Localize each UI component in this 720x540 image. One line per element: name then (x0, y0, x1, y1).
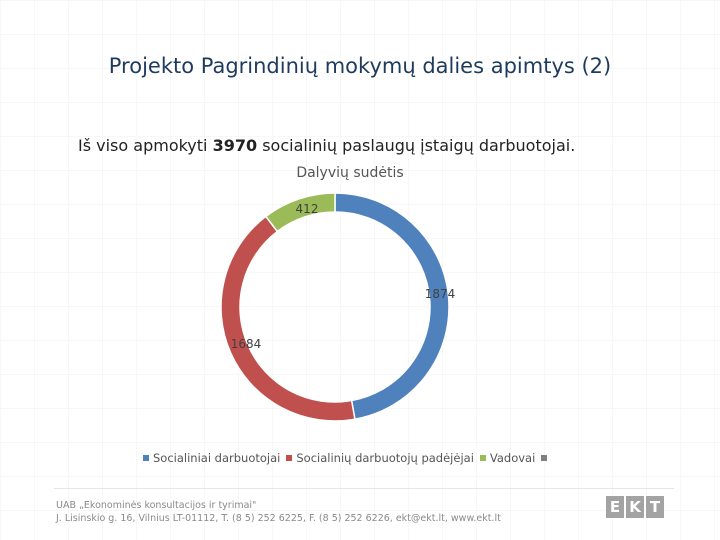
legend-item-socialiniai: Socialiniai darbuotojai (143, 451, 280, 465)
footer-divider (54, 488, 674, 489)
data-label-0: 1874 (425, 287, 456, 301)
logo-letter-k: K (626, 496, 644, 518)
legend-item-vadovai: Vadovai (479, 451, 536, 465)
logo-letter-t: T (646, 496, 664, 518)
legend-swatch-empty (541, 455, 548, 461)
lead-prefix: Iš viso apmokyti (78, 136, 213, 155)
data-label-2: 412 (296, 202, 319, 216)
lead-suffix: socialinių paslaugų įstaigų darbuotojai. (257, 136, 576, 155)
donut-slice-2 (264, 192, 336, 233)
ekt-logo: E K T (604, 496, 664, 518)
donut-slice-1 (220, 215, 356, 422)
legend-label-padejejai: Socialinių darbuotojų padėjėjai (296, 451, 474, 465)
data-label-1: 1684 (231, 337, 262, 351)
legend-label-socialiniai: Socialiniai darbuotojai (153, 451, 281, 465)
legend-label-vadovai: Vadovai (489, 451, 536, 465)
chart-title: Dalyvių sudėtis (296, 165, 404, 181)
footer-address: J. Lisinskio g. 16, Vilnius LT-01112, T.… (56, 513, 501, 524)
chart-legend: Socialiniai darbuotojai Socialinių darbu… (143, 451, 551, 465)
page-title: Projekto Pagrindinių mokymų dalies apimt… (108, 54, 612, 78)
legend-swatch-socialiniai (143, 455, 149, 461)
lead-text: Iš viso apmokyti 3970 socialinių paslaug… (78, 136, 575, 155)
footer-company: UAB „Ekonominės konsultacijos ir tyrimai… (56, 500, 257, 511)
lead-number: 3970 (212, 136, 258, 155)
legend-swatch-vadovai (479, 455, 486, 461)
legend-swatch-padejejai (286, 455, 293, 461)
logo-letter-e: E (606, 496, 624, 518)
legend-item-padejejai: Socialinių darbuotojų padėjėjai (286, 451, 474, 465)
donut-slice-0 (334, 192, 450, 421)
